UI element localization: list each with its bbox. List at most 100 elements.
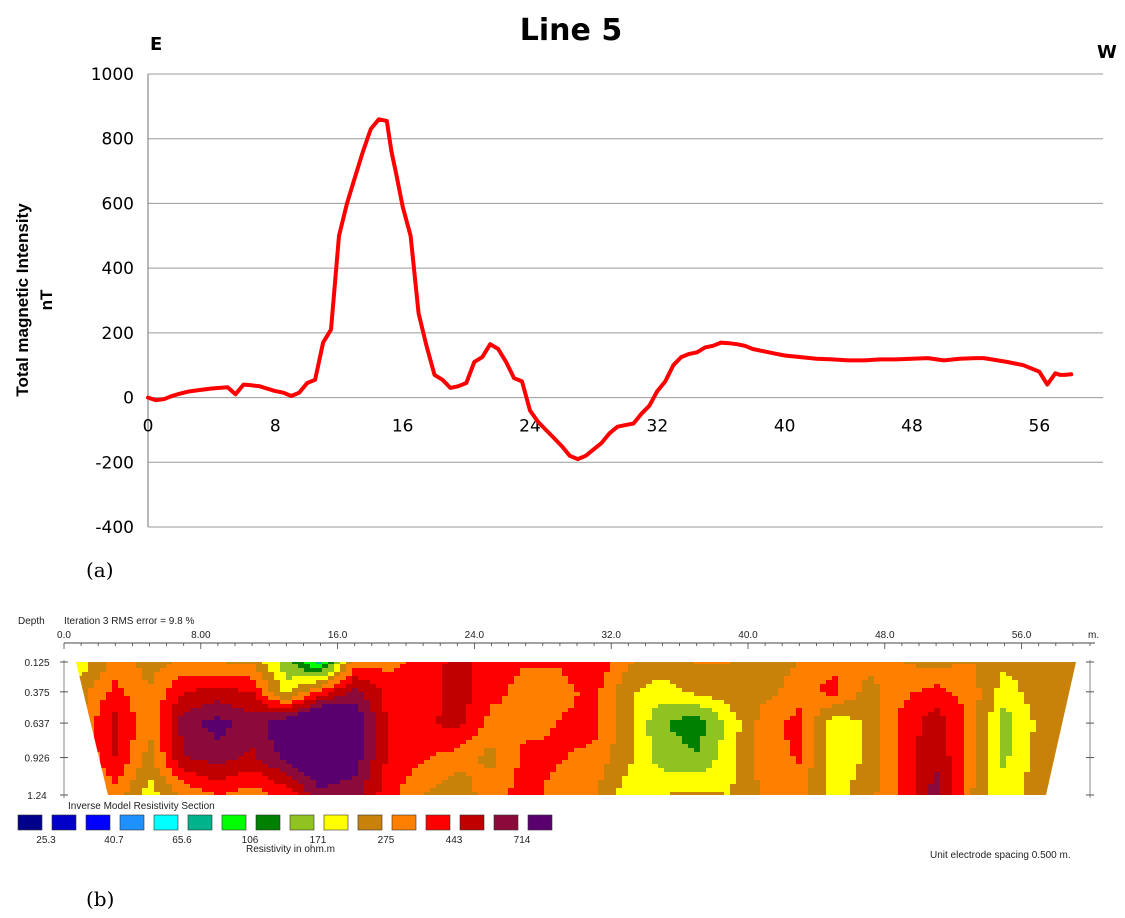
heatmap-cell <box>454 732 461 737</box>
heatmap-cell <box>262 736 269 741</box>
heatmap-cell <box>250 724 257 729</box>
heatmap-cell <box>604 692 611 697</box>
heatmap-cell <box>796 676 803 681</box>
heatmap-cell <box>190 752 197 757</box>
heatmap-cell <box>544 700 551 705</box>
heatmap-cell <box>664 700 671 705</box>
heatmap-cell <box>736 796 743 801</box>
heatmap-cell <box>130 796 137 801</box>
heatmap-cell <box>874 760 881 765</box>
heatmap-cell <box>874 700 881 705</box>
heatmap-cell <box>880 688 887 693</box>
heatmap-cell <box>406 740 413 745</box>
heatmap-cell <box>496 792 503 795</box>
heatmap-cell <box>202 788 209 793</box>
heatmap-cell <box>802 796 809 801</box>
heatmap-cell <box>718 756 725 761</box>
heatmap-cell <box>814 748 821 753</box>
heatmap-cell <box>844 688 851 693</box>
heatmap-cell <box>166 696 173 701</box>
heatmap-cell <box>352 760 359 765</box>
heatmap-cell <box>688 676 695 681</box>
heatmap-cell <box>802 772 809 777</box>
heatmap-cell <box>652 692 659 697</box>
heatmap-cell <box>886 788 893 793</box>
heatmap-cell <box>130 662 137 665</box>
heatmap-cell <box>730 712 737 717</box>
heatmap-cell <box>292 664 299 669</box>
heatmap-cell <box>76 668 77 673</box>
heatmap-cell <box>838 752 845 757</box>
heatmap-cell <box>646 720 653 725</box>
heatmap-cell <box>724 684 731 689</box>
heatmap-cell <box>454 664 461 669</box>
heatmap-cell <box>346 664 353 669</box>
heatmap-cell <box>676 748 683 753</box>
heatmap-cell <box>562 680 569 685</box>
heatmap-cell <box>172 744 179 749</box>
heatmap-cell <box>550 736 557 741</box>
heatmap-cell <box>670 728 677 733</box>
heatmap-cell <box>814 672 821 677</box>
heatmap-cell <box>862 696 869 701</box>
heatmap-cell <box>694 784 701 789</box>
heatmap-cell <box>190 696 197 701</box>
heatmap-cell <box>652 792 659 795</box>
heatmap-cell <box>232 688 239 693</box>
heatmap-cell <box>94 684 101 689</box>
heatmap-cell <box>394 752 401 757</box>
heatmap-cell <box>124 696 131 701</box>
heatmap-cell <box>274 756 281 761</box>
heatmap-cell <box>160 684 167 689</box>
heatmap-cell <box>130 692 137 697</box>
heatmap-cell <box>298 748 305 753</box>
heatmap-cell <box>292 672 299 677</box>
heatmap-cell <box>796 792 803 795</box>
heatmap-cell <box>778 760 785 765</box>
heatmap-cell <box>196 780 203 785</box>
heatmap-cell <box>130 740 137 745</box>
heatmap-cell <box>520 688 527 693</box>
heatmap-cell <box>274 780 281 785</box>
heatmap-cell <box>94 788 101 793</box>
heatmap-cell <box>226 792 233 795</box>
heatmap-cell <box>340 662 347 665</box>
heatmap-cell <box>832 680 839 685</box>
heatmap-cell <box>94 780 101 785</box>
heatmap-cell <box>586 680 593 685</box>
heatmap-cell <box>682 732 689 737</box>
heatmap-cell <box>838 708 845 713</box>
heatmap-cell <box>658 696 665 701</box>
heatmap-cell <box>202 756 209 761</box>
heatmap-cell <box>286 700 293 705</box>
heatmap-cell <box>232 776 239 781</box>
heatmap-cell <box>514 712 521 717</box>
heatmap-cell <box>106 716 113 721</box>
section-x-tick-label: 16.0 <box>328 630 348 641</box>
heatmap-cell <box>724 672 731 677</box>
heatmap-cell <box>868 772 875 777</box>
heatmap-cell <box>364 708 371 713</box>
heatmap-cell <box>436 684 443 689</box>
heatmap-cell <box>526 732 533 737</box>
heatmap-cell <box>232 672 239 677</box>
heatmap-cell <box>694 756 701 761</box>
heatmap-cell <box>604 776 611 781</box>
heatmap-cell <box>190 672 197 677</box>
heatmap-cell <box>232 724 239 729</box>
heatmap-cell <box>334 744 341 749</box>
heatmap-cell <box>790 776 797 781</box>
heatmap-cell <box>784 768 791 773</box>
heatmap-cell <box>274 748 281 753</box>
heatmap-cell <box>478 732 485 737</box>
heatmap-cell <box>706 760 713 765</box>
heatmap-cell <box>826 700 833 705</box>
heatmap-cell <box>604 668 611 673</box>
heatmap-cell <box>82 732 89 737</box>
heatmap-cell <box>640 700 647 705</box>
heatmap-cell <box>466 736 473 741</box>
heatmap-cell <box>460 724 467 729</box>
heatmap-cell <box>766 728 773 733</box>
heatmap-cell <box>328 784 335 789</box>
heatmap-cell <box>550 668 557 673</box>
